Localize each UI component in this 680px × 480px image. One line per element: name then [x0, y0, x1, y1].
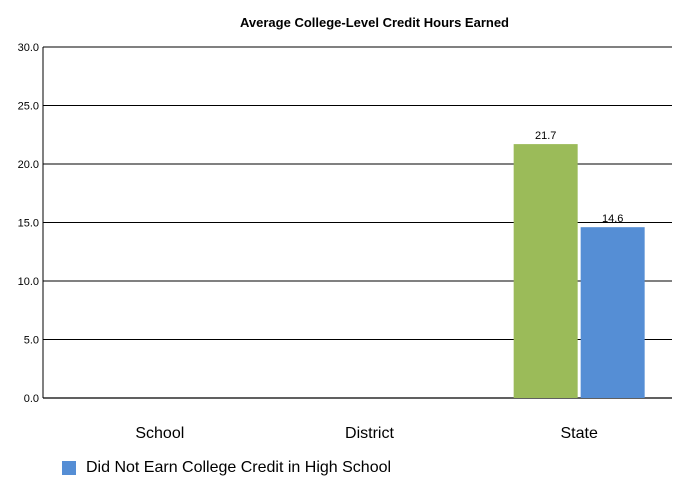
- y-tick-label: 10.0: [18, 276, 39, 288]
- bar-chart: Average College-Level Credit Hours Earne…: [18, 15, 672, 442]
- y-tick-label: 30.0: [18, 42, 39, 54]
- y-axis: 0.0 5.0 10.0 15.0 20.0 25.0 30.0: [18, 42, 44, 405]
- bar: [580, 227, 645, 398]
- bar-data-label: 21.7: [535, 130, 556, 142]
- bar: [513, 144, 578, 398]
- chart-title: Average College-Level Credit Hours Earne…: [240, 15, 509, 30]
- y-tick-label: 0.0: [24, 393, 39, 405]
- y-tick-label: 15.0: [18, 218, 39, 230]
- x-category-label: State: [560, 425, 597, 442]
- y-tick-label: 5.0: [24, 335, 39, 347]
- legend-swatch-did-not-earn: [62, 461, 76, 475]
- y-tick-label: 20.0: [18, 159, 39, 171]
- y-tick-label: 25.0: [18, 101, 39, 113]
- bar-data-label: 14.6: [602, 213, 623, 225]
- x-axis: School District State: [135, 425, 598, 442]
- legend-label-did-not-earn: Did Not Earn College Credit in High Scho…: [86, 459, 392, 476]
- bars: 21.7 14.6: [513, 130, 645, 398]
- x-category-label: District: [345, 425, 394, 442]
- x-category-label: School: [135, 425, 184, 442]
- legend: Did Not Earn College Credit in High Scho…: [62, 459, 391, 477]
